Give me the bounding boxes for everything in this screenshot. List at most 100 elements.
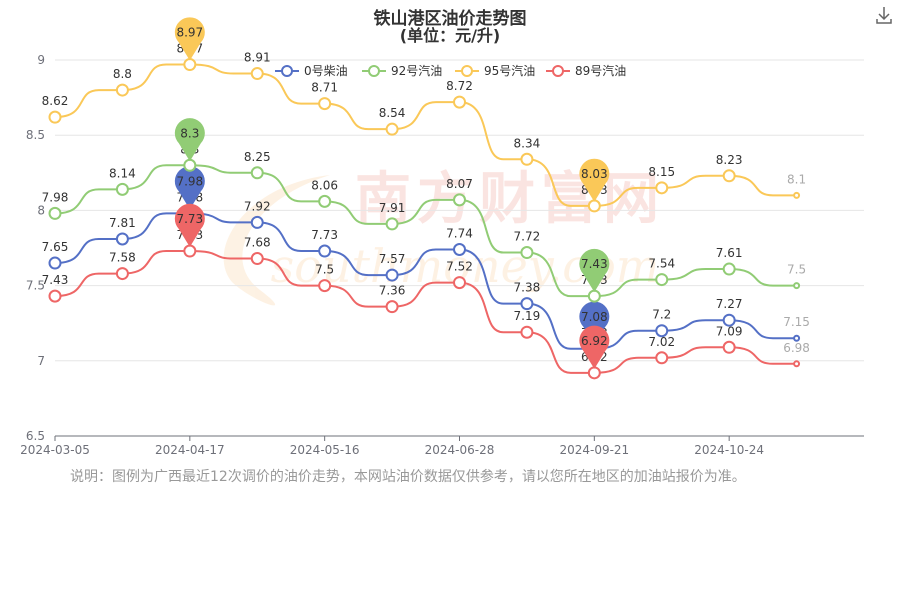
data-label: 8.14: [109, 166, 136, 180]
data-label: 7.43: [42, 273, 69, 287]
data-point: [655, 273, 669, 287]
data-label: 8.8: [113, 67, 132, 81]
data-label: 7.61: [716, 246, 743, 260]
legend-item-0[interactable]: 0号柴油: [275, 64, 348, 78]
legend-item-1[interactable]: 92号汽油: [362, 63, 442, 78]
y-tick-label: 9: [37, 53, 45, 67]
data-label: 7.57: [379, 252, 406, 266]
x-tick-label: 2024-03-05: [20, 443, 90, 457]
data-point: [250, 252, 264, 266]
data-point: [48, 289, 62, 303]
legend-marker: [368, 65, 380, 77]
data-point: [318, 97, 332, 111]
data-point: [115, 267, 129, 281]
chart-note: 说明：图例为广西最近12次调价的油价走势，本网站油价数据仅供参考，请以您所在地区…: [70, 469, 746, 485]
x-tick-label: 2024-04-17: [155, 443, 225, 457]
max-min-pin: 7.43: [579, 248, 610, 293]
data-point: [453, 95, 466, 109]
data-label: 7.15: [783, 315, 810, 329]
data-label: 7.68: [244, 236, 271, 250]
data-label: 7.19: [514, 309, 541, 323]
legend-label: 92号汽油: [391, 63, 442, 78]
max-min-pin: 7.08: [579, 301, 610, 345]
data-label: 8.06: [311, 178, 338, 192]
y-tick-label: 7.5: [26, 279, 45, 293]
data-point: [318, 244, 332, 258]
pin-label: 8.03: [581, 167, 608, 181]
data-label: 8.25: [244, 150, 271, 164]
data-point: [793, 282, 801, 290]
data-label: 7.65: [42, 240, 69, 254]
data-point: [385, 122, 399, 136]
data-label: 8.72: [446, 79, 473, 93]
legend-item-2[interactable]: 95号汽油: [455, 63, 535, 78]
max-min-pin: 7.73: [174, 203, 205, 248]
pin-shape: [579, 248, 610, 293]
series-2: 8.62 8.8 8.97 8.91 8.71 8.54 8.72 8.34 8.03 8.15 8…: [42, 17, 806, 213]
max-min-pin: 7.98: [174, 166, 205, 210]
data-point: [318, 194, 332, 208]
download-icon[interactable]: [874, 4, 894, 26]
watermark-logo: [223, 175, 330, 306]
data-label: 7.98: [42, 190, 69, 204]
series-1: 7.98 8.14 8.3 8.25 8.06 7.91 8.07 7.72 7.43 7.54 7…: [42, 118, 806, 303]
data-label: 7.36: [379, 284, 406, 298]
legend-item-3[interactable]: 89号汽油: [546, 63, 626, 78]
data-point: [183, 58, 197, 72]
data-point: [520, 325, 534, 339]
data-label: 7.91: [379, 201, 406, 215]
data-label: 8.91: [244, 51, 271, 65]
series-3: 7.43 7.58 7.73 7.68 7.5 7.36 7.52 7.19 6.92 7.02 7…: [42, 203, 810, 380]
data-label: 7.5: [315, 263, 334, 277]
data-label: 8.07: [446, 177, 473, 191]
pin-shape: [174, 203, 205, 248]
data-label: 7.73: [311, 228, 338, 242]
data-point: [793, 360, 801, 368]
data-point: [520, 246, 534, 260]
data-label: 7.92: [244, 199, 271, 213]
data-label: 6.98: [783, 341, 810, 355]
data-point: [115, 232, 129, 246]
data-label: 7.2: [652, 308, 671, 322]
data-label: 7.52: [446, 260, 473, 274]
legend-marker: [281, 65, 293, 77]
data-point: [587, 366, 601, 380]
y-tick-label: 8: [37, 203, 45, 217]
pin-shape: [579, 325, 610, 369]
data-label: 7.09: [716, 324, 743, 338]
data-point: [453, 276, 466, 290]
data-point: [48, 206, 62, 220]
pin-label: 7.43: [581, 257, 608, 271]
data-point: [453, 193, 466, 207]
max-min-pin: 6.92: [579, 325, 610, 369]
data-point: [115, 182, 129, 196]
data-label: 8.1: [787, 172, 806, 186]
data-point: [722, 340, 736, 354]
x-tick-label: 2024-05-16: [290, 443, 360, 457]
pin-shape: [174, 118, 205, 162]
legend-marker: [552, 65, 564, 77]
data-label: 7.72: [514, 230, 541, 244]
pin-label: 7.98: [176, 174, 203, 188]
data-label: 8.34: [514, 136, 541, 150]
data-label: 7.38: [514, 281, 541, 295]
data-point: [318, 279, 332, 293]
data-label: 8.15: [648, 165, 675, 179]
pin-shape: [174, 166, 205, 210]
y-tick-label: 8.5: [26, 128, 45, 142]
data-label: 7.27: [716, 297, 743, 311]
x-tick-label: 2024-06-28: [425, 443, 495, 457]
data-point: [655, 351, 669, 365]
pin-shape: [174, 17, 205, 61]
data-point: [385, 268, 399, 282]
data-point: [48, 110, 62, 124]
legend: 0号柴油 92号汽油 95号汽油 89号汽油: [275, 63, 626, 78]
data-point: [655, 181, 669, 195]
data-label: 7.81: [109, 216, 136, 230]
max-min-pin: 8.03: [579, 158, 610, 202]
data-point: [722, 313, 736, 327]
data-label: 8.62: [42, 94, 69, 108]
data-point: [722, 169, 736, 183]
pin-label: 7.73: [176, 212, 203, 226]
